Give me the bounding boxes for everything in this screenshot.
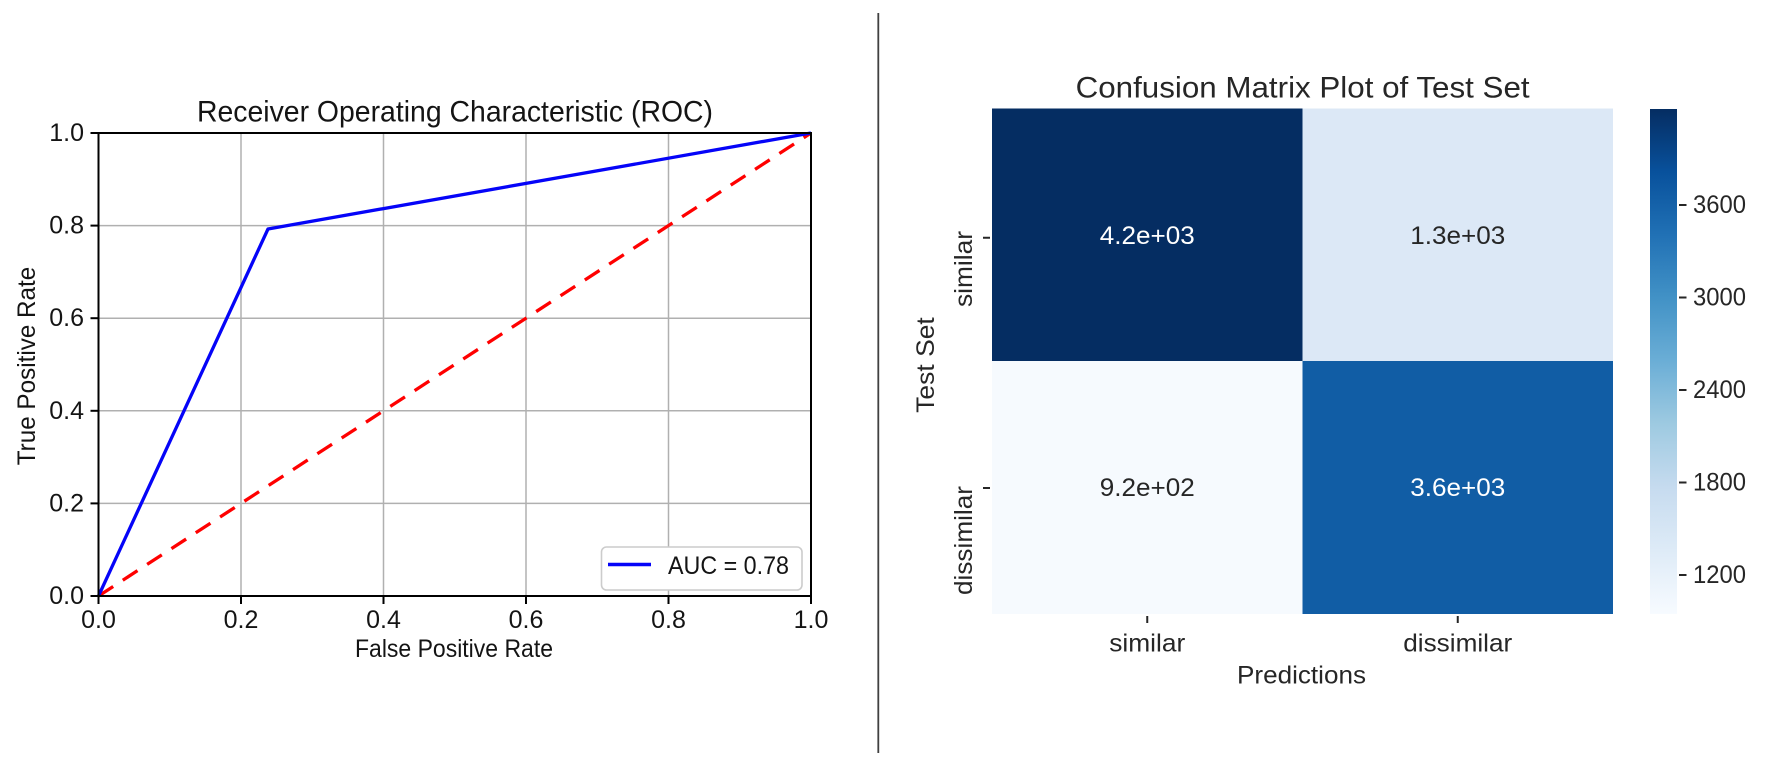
svg-text:dissimilar: dissimilar (950, 486, 978, 595)
svg-text:9.2e+02: 9.2e+02 (1100, 474, 1195, 502)
svg-text:1.3e+03: 1.3e+03 (1410, 222, 1505, 250)
svg-text:0.2: 0.2 (224, 606, 259, 634)
svg-text:Test Set: Test Set (912, 317, 940, 413)
svg-text:Confusion Matrix Plot of Test: Confusion Matrix Plot of Test Set (1076, 72, 1531, 105)
svg-text:3600: 3600 (1693, 191, 1746, 219)
svg-text:0.6: 0.6 (49, 304, 84, 332)
svg-text:0.0: 0.0 (81, 606, 116, 634)
svg-text:1200: 1200 (1693, 561, 1746, 589)
svg-text:0.4: 0.4 (366, 606, 401, 634)
svg-text:3.6e+03: 3.6e+03 (1410, 474, 1505, 502)
svg-text:AUC = 0.78: AUC = 0.78 (668, 552, 789, 580)
svg-text:Predictions: Predictions (1237, 662, 1366, 690)
svg-text:0.2: 0.2 (49, 489, 84, 517)
svg-text:2400: 2400 (1693, 376, 1746, 404)
svg-text:0.6: 0.6 (509, 606, 544, 634)
svg-text:4.2e+03: 4.2e+03 (1100, 222, 1195, 250)
svg-text:Receiver Operating Characteris: Receiver Operating Characteristic (ROC) (197, 96, 713, 129)
svg-text:3000: 3000 (1693, 284, 1746, 312)
svg-text:0.4: 0.4 (49, 397, 84, 425)
svg-text:False Positive Rate: False Positive Rate (355, 635, 553, 663)
svg-text:1.0: 1.0 (49, 119, 84, 147)
svg-text:0.0: 0.0 (49, 582, 84, 610)
svg-text:True Positive Rate: True Positive Rate (13, 267, 41, 466)
svg-text:0.8: 0.8 (651, 606, 686, 634)
svg-text:1800: 1800 (1693, 469, 1746, 497)
svg-text:similar: similar (950, 231, 978, 307)
svg-text:1.0: 1.0 (794, 606, 829, 634)
svg-text:similar: similar (1109, 630, 1185, 658)
svg-text:0.8: 0.8 (49, 212, 84, 240)
svg-text:dissimilar: dissimilar (1403, 630, 1512, 658)
